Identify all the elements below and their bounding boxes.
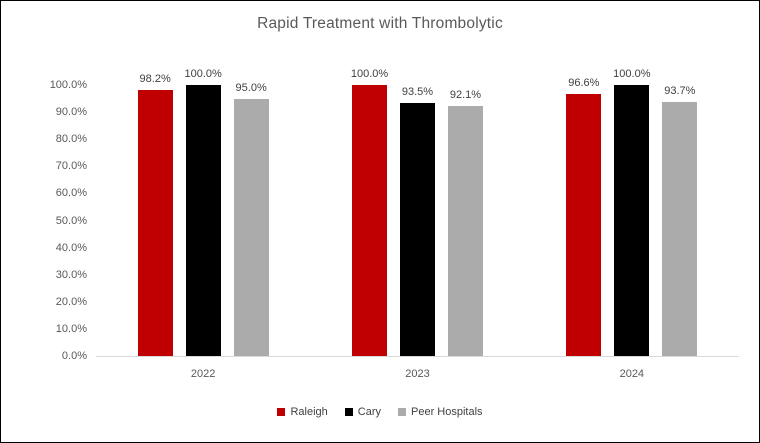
legend-item-cary: Cary xyxy=(344,406,381,418)
legend-item-peer-hospitals: Peer Hospitals xyxy=(398,406,483,418)
legend-swatch-icon xyxy=(277,408,286,416)
y-axis-tick-label: 40.0% xyxy=(55,241,87,254)
bar-value-label: 98.2% xyxy=(139,72,171,85)
legend-swatch-icon xyxy=(344,408,353,416)
x-axis-line xyxy=(96,356,739,357)
bar-value-label: 100.0% xyxy=(184,68,222,80)
y-axis-tick-label: 30.0% xyxy=(55,268,87,281)
legend-label: Peer Hospitals xyxy=(411,406,483,418)
bar-peer-hospitals-2022 xyxy=(233,98,269,356)
legend-label: Raleigh xyxy=(290,406,328,418)
y-axis-tick-label: 10.0% xyxy=(55,322,87,335)
y-axis-tick-label: 90.0% xyxy=(55,106,87,119)
y-axis-tick-label: 70.0% xyxy=(55,160,87,173)
x-axis-category-label: 2022 xyxy=(190,368,216,380)
y-axis-tick-label: 0.0% xyxy=(61,350,87,362)
bar-value-label: 100.0% xyxy=(613,68,651,80)
legend-swatch-icon xyxy=(398,408,406,416)
y-axis-tick-label: 50.0% xyxy=(55,214,87,227)
bar-value-label: 93.7% xyxy=(664,85,696,98)
bar-value-label: 92.1% xyxy=(449,89,482,102)
y-axis-tick-label: 60.0% xyxy=(55,187,87,200)
chart-title: Rapid Treatment with Thrombolytic xyxy=(257,15,503,32)
bar-cary-2022 xyxy=(185,85,221,356)
bar-raleigh-2024 xyxy=(566,94,602,356)
x-axis-category-label: 2023 xyxy=(405,368,430,380)
bar-value-label: 100.0% xyxy=(350,68,389,80)
legend: Raleigh Cary Peer Hospitals xyxy=(1,406,759,418)
legend-item-raleigh: Raleigh xyxy=(277,406,328,418)
y-axis-tick-label: 80.0% xyxy=(55,133,87,146)
legend-label: Cary xyxy=(357,406,381,418)
bar-raleigh-2022 xyxy=(137,89,173,356)
bar-cary-2023 xyxy=(400,102,435,356)
y-axis-tick-label: 100.0% xyxy=(49,79,87,91)
bar-peer-hospitals-2023 xyxy=(448,106,483,356)
bar-value-label: 96.6% xyxy=(568,77,600,90)
bar-cary-2024 xyxy=(614,85,650,356)
bar-value-label: 93.5% xyxy=(401,85,434,98)
bar-value-label: 95.0% xyxy=(235,81,267,94)
x-axis-category-label: 2024 xyxy=(619,368,645,380)
bar-raleigh-2023 xyxy=(352,85,387,356)
bar-peer-hospitals-2024 xyxy=(662,102,698,356)
y-axis-tick-label: 20.0% xyxy=(55,295,87,308)
